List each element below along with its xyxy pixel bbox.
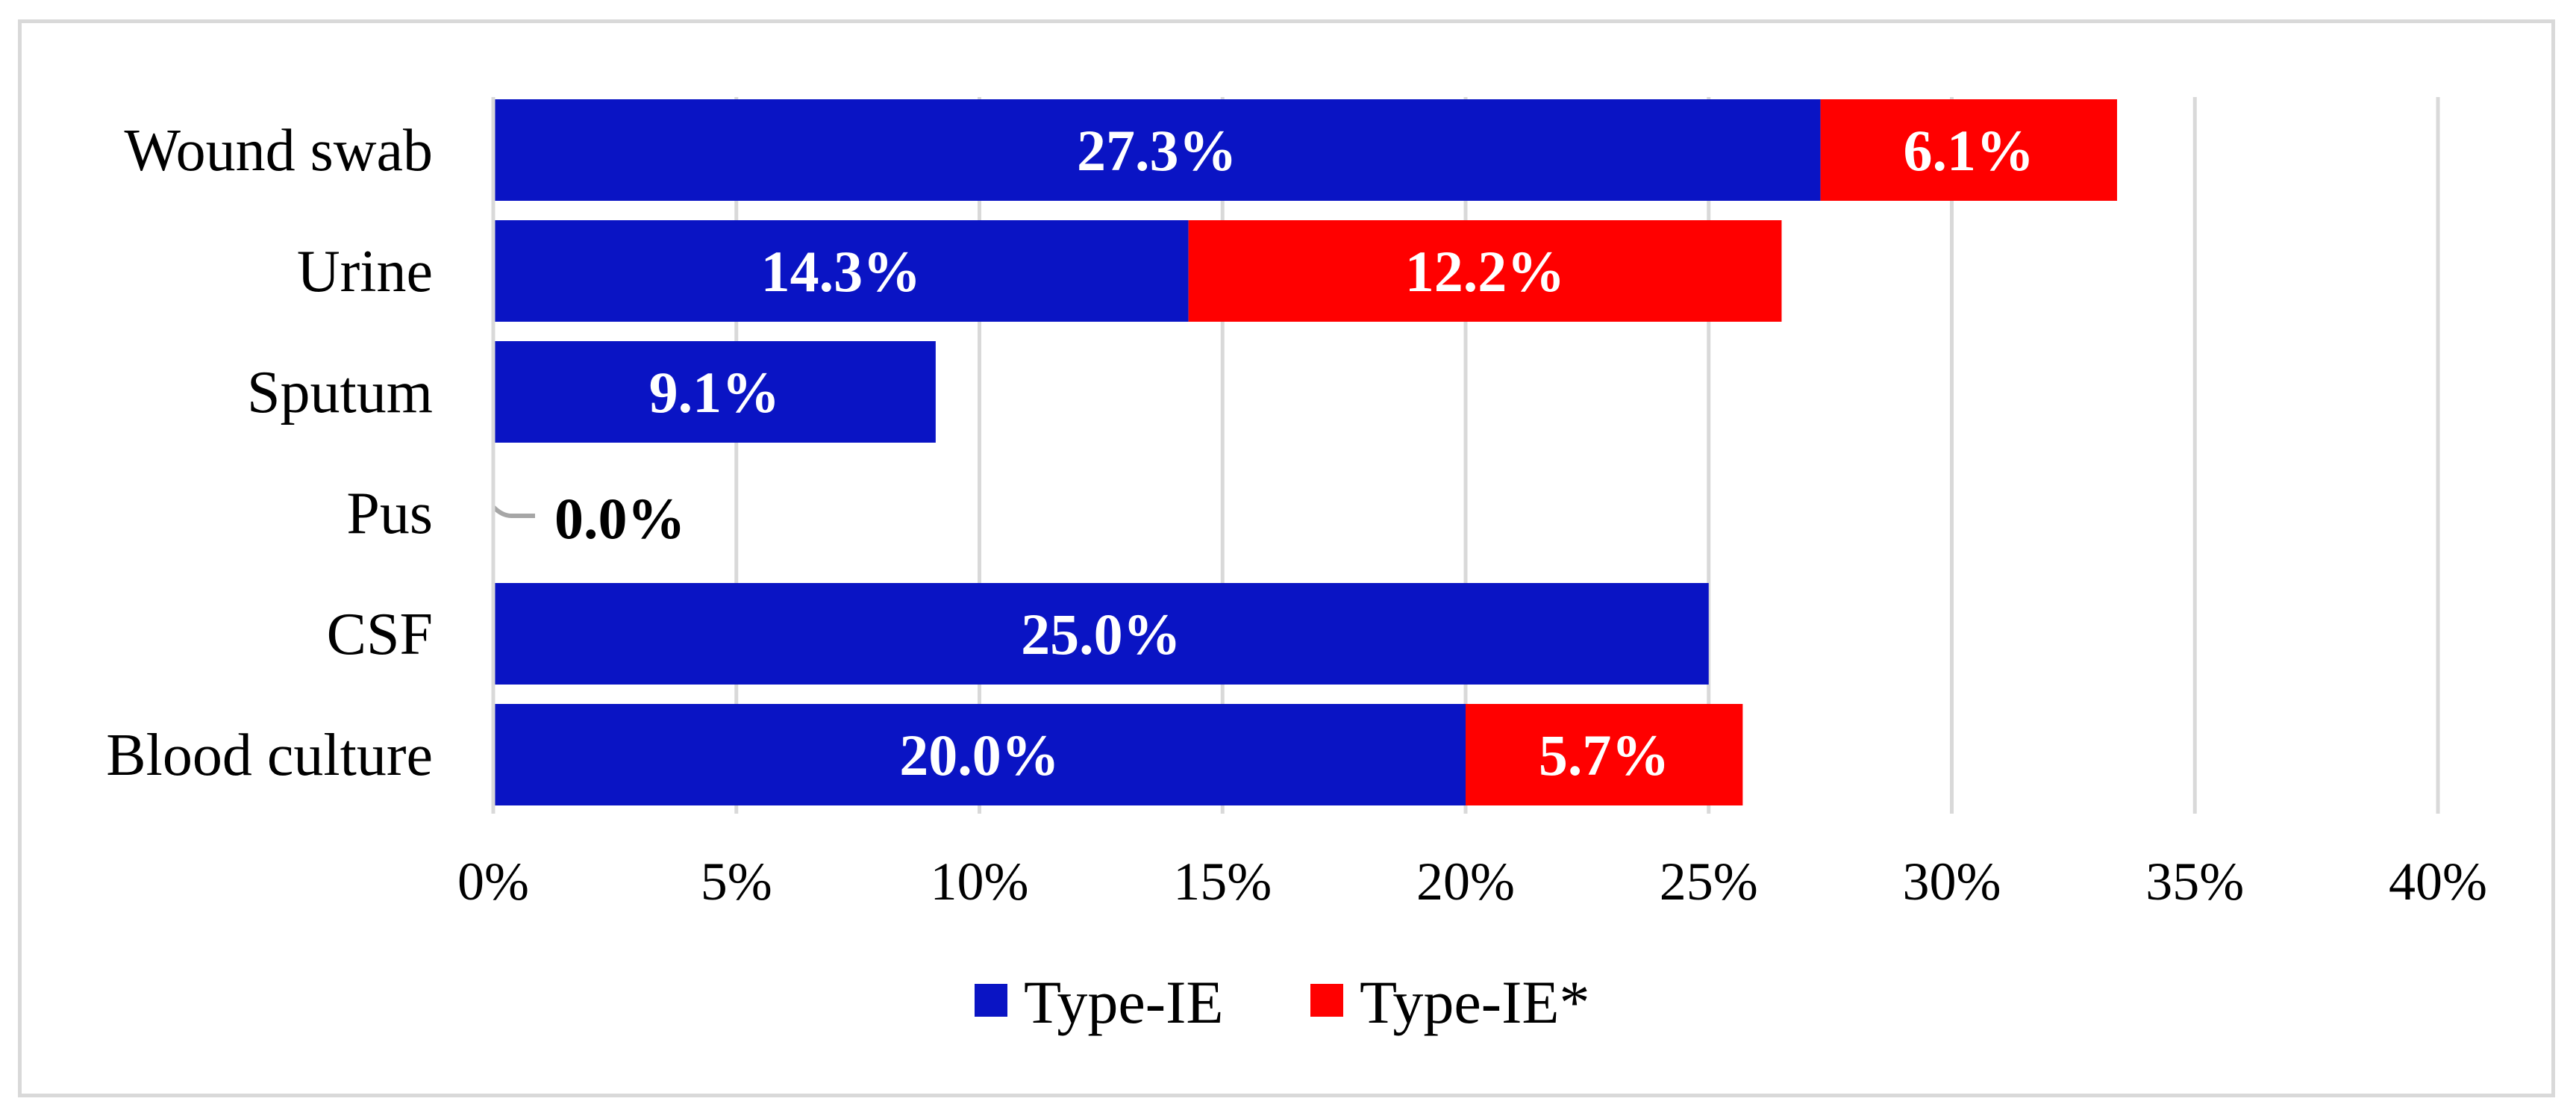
bar-type-ie — [493, 583, 1709, 685]
bar-type-ie — [493, 99, 1821, 201]
data-label: 14.3% — [761, 239, 922, 304]
category-label: Blood culture — [106, 723, 433, 788]
x-tick-label: 25% — [1660, 852, 1758, 911]
bar-type-ie — [493, 704, 1466, 805]
category-label: Urine — [297, 239, 433, 305]
data-label: 9.1% — [649, 360, 781, 425]
category-label: Pus — [346, 481, 433, 546]
x-tick-label: 10% — [931, 852, 1029, 911]
x-tick-label: 35% — [2145, 852, 2244, 911]
x-tick-label: 40% — [2389, 852, 2487, 911]
legend-swatch-type-ie — [975, 984, 1007, 1017]
legend-swatch-type-ie- — [1310, 984, 1343, 1017]
bar-type-ie — [493, 341, 936, 443]
data-label: 5.7% — [1539, 723, 1670, 788]
legend-label: Type-IE* — [1360, 968, 1589, 1036]
bar-type-ie- — [1820, 99, 2118, 201]
category-label: Wound swab — [124, 118, 433, 184]
data-label: 0.0% — [554, 486, 686, 551]
legend-label: Type-IE — [1024, 968, 1223, 1036]
category-label: CSF — [327, 602, 433, 667]
x-tick-label: 30% — [1903, 852, 2001, 911]
x-tick-label: 20% — [1416, 852, 1515, 911]
data-label: 25.0% — [1021, 602, 1181, 667]
data-label: 27.3% — [1077, 118, 1237, 183]
data-label: 20.0% — [899, 723, 1060, 788]
bar-type-ie- — [1188, 220, 1782, 322]
category-label: Sputum — [247, 360, 433, 425]
x-tick-label: 0% — [457, 852, 529, 911]
bar-type-ie — [493, 220, 1189, 322]
bar-type-ie- — [1466, 704, 1743, 805]
data-label: 6.1% — [1904, 118, 2035, 183]
data-label: 12.2% — [1405, 239, 1566, 304]
x-tick-label: 5% — [701, 852, 772, 911]
leader-line — [491, 505, 535, 518]
x-tick-label: 15% — [1173, 852, 1272, 911]
